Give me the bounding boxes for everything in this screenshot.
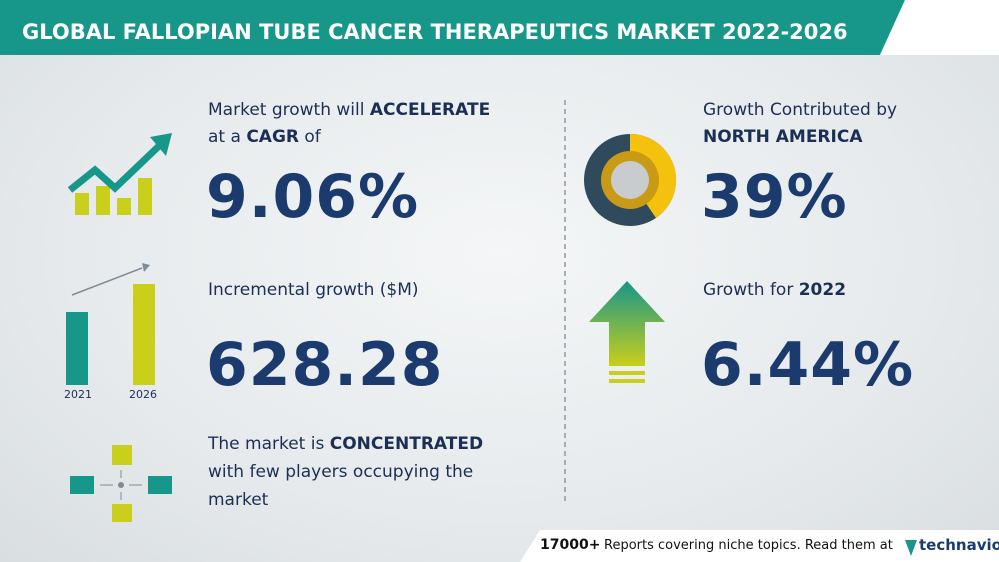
text: of (304, 127, 321, 147)
region-label: Growth Contributed by (703, 100, 898, 120)
title: GLOBAL FALLOPIAN TUBE CANCER THERAPEUTIC… (22, 20, 848, 44)
concentration-label: market (208, 490, 269, 510)
title-corner (880, 0, 999, 55)
yoy-label: Growth for 2022 (703, 280, 846, 300)
trend-icon (67, 133, 172, 215)
footer-text: Reports covering niche topics. Read them… (604, 538, 893, 553)
text: ACCELERATE (369, 100, 491, 120)
concentration-label: with few players occupying the (208, 462, 474, 482)
brand-mark (905, 540, 917, 556)
region-value: 39% (701, 162, 848, 232)
text: CONCENTRATED (329, 434, 484, 454)
text: CAGR (246, 127, 299, 147)
brand[interactable]: technavio (919, 536, 999, 554)
region-bold: NORTH AMERICA (703, 127, 863, 147)
incremental-label: Incremental growth ($M) (208, 280, 419, 300)
cagr-label: at a CAGR of (208, 127, 321, 147)
text: Growth for (703, 280, 794, 300)
incremental-value: 628.28 (206, 330, 444, 400)
text: Market growth will (208, 100, 365, 120)
footer-band (520, 530, 999, 562)
footer-count: 17000+ (540, 537, 601, 553)
text: 2022 (798, 280, 847, 300)
year-label: 2021 (64, 388, 92, 401)
up-arrow-icon (589, 281, 665, 383)
title-band (0, 0, 905, 55)
text: at a (208, 127, 241, 147)
yoy-value: 6.44% (701, 330, 915, 400)
cagr-value: 9.06% (206, 162, 420, 232)
text: The market is (208, 434, 325, 454)
year-label: 2026 (129, 388, 157, 401)
donut-icon (584, 133, 677, 226)
growth-bars-icon (66, 263, 155, 385)
cagr-label: Market growth will ACCELERATE (208, 100, 490, 120)
buildings-icon (70, 445, 172, 522)
concentration-label: The market is CONCENTRATED (208, 434, 483, 454)
